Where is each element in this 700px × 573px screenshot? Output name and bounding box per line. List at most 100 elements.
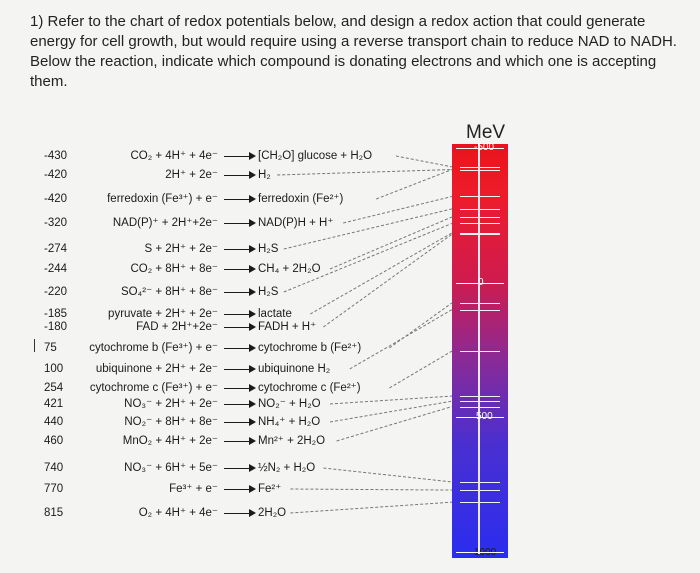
- oxidized-species: NO₃⁻ + 2H⁺ + 2e⁻: [124, 398, 218, 410]
- scale-tick: [460, 309, 500, 311]
- redox-potential-value: -420: [44, 193, 68, 205]
- reduced-species: NH₄⁺ + H₂O: [258, 416, 321, 428]
- reaction-arrow-icon: [224, 437, 256, 445]
- reaction-arrow-icon: [224, 509, 256, 517]
- reaction-arrow-icon: [224, 365, 256, 373]
- redox-potential-value: 421: [44, 398, 64, 410]
- guide-line: [283, 208, 453, 250]
- reaction-arrow-icon: [224, 344, 256, 352]
- guide-line: [277, 169, 453, 176]
- reaction-arrow-icon: [224, 288, 256, 296]
- guide-line: [349, 309, 453, 370]
- redox-potential-value: 740: [44, 462, 64, 474]
- guide-line: [309, 232, 453, 315]
- guide-line: [290, 501, 453, 514]
- oxidized-species: S + 2H⁺ + 2e⁻: [144, 243, 218, 255]
- oxidized-species: 2H⁺ + 2e⁻: [165, 169, 218, 181]
- reduced-species: FADH + H⁺: [258, 321, 317, 333]
- scale-tick: [460, 401, 500, 403]
- reduced-species: Mn²⁺ + 2H₂O: [258, 435, 326, 447]
- reaction-arrow-icon: [224, 195, 256, 203]
- reaction-arrow-icon: [224, 171, 256, 179]
- scale-label: 0: [478, 277, 484, 288]
- redox-potential-value: 770: [44, 483, 64, 495]
- oxidized-species: pyruvate + 2H⁺ + 2e⁻: [108, 308, 218, 320]
- margin-mark: [34, 339, 35, 352]
- scale-tick: [460, 490, 500, 492]
- guide-line: [336, 406, 453, 442]
- scale-tick: [460, 166, 500, 168]
- reduced-species: 2H₂O: [258, 507, 287, 519]
- reduced-species: H₂S: [258, 286, 279, 298]
- scale-tick: [460, 302, 500, 304]
- reduced-species: lactate: [258, 308, 292, 320]
- reduced-species: [CH₂O] glucose + H₂O: [258, 150, 373, 162]
- oxidized-species: ubiquinone + 2H⁺ + 2e⁻: [95, 363, 218, 375]
- reaction-arrow-icon: [224, 400, 256, 408]
- redox-potential-value: 254: [44, 382, 64, 394]
- scale-major-tick: [456, 282, 504, 284]
- oxidized-species: FAD + 2H⁺+2e⁻: [136, 321, 218, 333]
- reduced-species: cytochrome c (Fe²⁺): [258, 382, 361, 394]
- scale-tick: [460, 502, 500, 504]
- scale-unit-label: MeV: [466, 122, 506, 143]
- scale-major-tick: [456, 148, 504, 149]
- guide-line: [323, 233, 453, 328]
- reaction-arrow-icon: [224, 245, 256, 253]
- reaction-arrow-icon: [224, 152, 256, 160]
- guide-line: [343, 195, 453, 224]
- reduced-species: H₂S: [258, 243, 279, 255]
- redox-potential-value: 460: [44, 435, 64, 447]
- scale-tick: [460, 169, 500, 171]
- oxidized-species: NO₃⁻ + 6H⁺ + 5e⁻: [124, 462, 218, 474]
- reduced-species: NO₂⁻ + H₂O: [258, 398, 321, 410]
- scale-tick: [460, 232, 500, 234]
- oxidized-species: SO₄²⁻ + 8H⁺ + 8e⁻: [120, 286, 218, 298]
- redox-potential-value: -244: [44, 263, 68, 275]
- oxidized-species: MnO₂ + 4H⁺ + 2e⁻: [122, 435, 218, 447]
- oxidized-species: ferredoxin (Fe³⁺) + e⁻: [107, 193, 218, 205]
- guide-line: [389, 302, 453, 349]
- guide-line: [395, 155, 453, 168]
- scale-tick: [460, 196, 500, 198]
- scale-tick: [460, 351, 500, 353]
- reduced-species: ubiquinone H₂: [258, 363, 331, 375]
- redox-potential-value: 440: [44, 416, 64, 428]
- redox-potential-value: -420: [44, 169, 68, 181]
- scale-major-tick: [456, 417, 504, 419]
- scale-tick: [460, 406, 500, 408]
- reduced-species: Fe²⁺: [258, 483, 282, 495]
- reaction-arrow-icon: [224, 485, 256, 493]
- reaction-arrow-icon: [224, 265, 256, 273]
- guide-line: [376, 169, 453, 200]
- scale-tick: [460, 216, 500, 218]
- scale-tick: [460, 223, 500, 225]
- reduced-species: CH₄ + 2H₂O: [258, 263, 321, 275]
- scale-tick: [460, 481, 500, 483]
- scale-axis: [478, 144, 480, 554]
- redox-potential-value: 100: [44, 363, 64, 375]
- reduced-species: cytochrome b (Fe²⁺): [258, 342, 362, 354]
- question-text: 1) Refer to the chart of redox potential…: [30, 13, 677, 90]
- redox-potential-value: -274: [44, 243, 68, 255]
- reduced-species: ferredoxin (Fe²⁺): [258, 193, 344, 205]
- scale-label: 500: [476, 411, 493, 422]
- oxidized-species: CO₂ + 4H⁺ + 4e⁻: [130, 150, 218, 162]
- redox-potential-value: -180: [44, 321, 68, 333]
- scale-tick: [460, 396, 500, 398]
- guide-line: [329, 395, 453, 405]
- oxidized-species: Fe³⁺ + e⁻: [169, 483, 218, 495]
- oxidized-species: O₂ + 4H⁺ + 4e⁻: [138, 507, 218, 519]
- guide-line: [389, 350, 453, 389]
- reduced-species: NAD(P)H + H⁺: [258, 217, 334, 229]
- reaction-arrow-icon: [224, 219, 256, 227]
- redox-potential-value: 815: [44, 507, 64, 519]
- reaction-arrow-icon: [224, 418, 256, 426]
- reaction-arrow-icon: [224, 384, 256, 392]
- reduced-species: H₂: [258, 169, 271, 181]
- guide-line: [283, 222, 453, 293]
- guide-line: [329, 216, 453, 270]
- reaction-arrow-icon: [224, 464, 256, 472]
- redox-potential-value: -185: [44, 308, 68, 320]
